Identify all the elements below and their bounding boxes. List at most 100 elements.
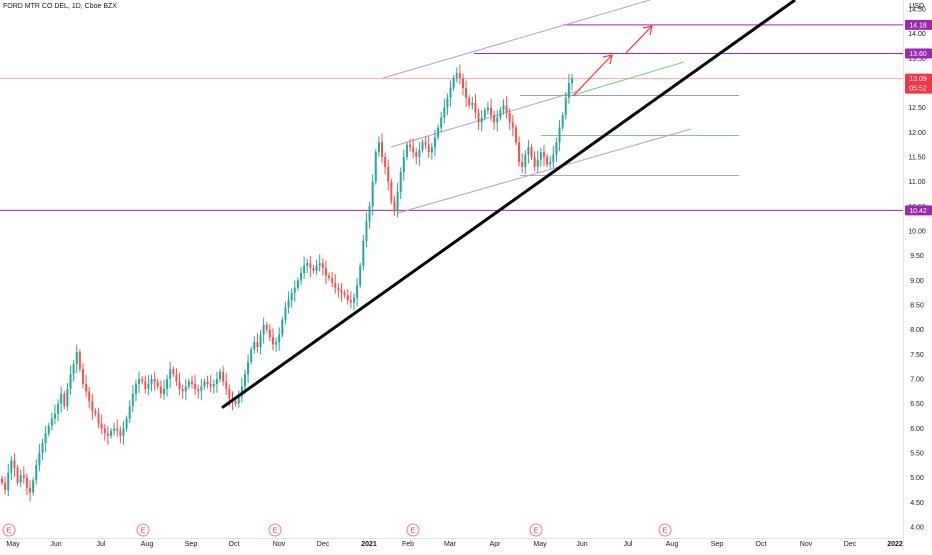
candle-body (455, 73, 458, 79)
projection-arrow[interactable] (625, 26, 652, 54)
y-tick-label: 9.50 (910, 253, 924, 260)
projection-arrow[interactable] (572, 55, 612, 97)
candle-body (156, 381, 159, 387)
candle-body (128, 406, 131, 419)
candle-body (19, 475, 22, 483)
y-tick-label: 4.00 (910, 525, 924, 532)
candle-body (393, 201, 396, 212)
earnings-marker-icon[interactable] (658, 523, 672, 537)
candle-body (306, 263, 309, 266)
x-tick-label: Dec (317, 541, 330, 548)
candle-body (536, 159, 539, 167)
x-tick-label: Nov (273, 541, 286, 548)
y-tick-label: 14.50 (908, 7, 926, 14)
candle-body (116, 428, 119, 431)
earnings-marker-icon[interactable] (529, 523, 543, 537)
candle-body (362, 240, 365, 266)
candle-body (150, 379, 153, 384)
candle-body (561, 115, 564, 128)
candle-body (78, 351, 81, 370)
x-tick-label: Mar (444, 541, 457, 548)
earnings-marker-icon[interactable] (136, 523, 150, 537)
channel-lower-line[interactable] (397, 128, 692, 214)
candle-body (421, 142, 424, 150)
candle-body (449, 88, 452, 98)
candle-body (50, 418, 53, 426)
candle-body (300, 273, 303, 281)
candle-body (63, 393, 66, 407)
candle-body (200, 386, 203, 392)
y-tick-label: 9.00 (910, 278, 924, 285)
channel-green-line[interactable] (569, 61, 685, 97)
candle-body (169, 369, 172, 380)
channel-upper-line[interactable] (382, 0, 651, 79)
candle-body (209, 384, 212, 387)
candle-body (113, 428, 116, 431)
candle-body (555, 142, 558, 155)
candle-body (377, 142, 380, 153)
candle-body (549, 162, 552, 165)
candle-body (100, 423, 103, 429)
candle-body (433, 137, 436, 148)
candle-body (296, 280, 299, 288)
candle-body (278, 334, 281, 343)
candle-body (461, 78, 464, 88)
candle-body (88, 391, 91, 402)
candle-body (290, 292, 293, 301)
earnings-marker-icon[interactable] (2, 523, 16, 537)
candle-body (312, 268, 315, 271)
candle-body (281, 319, 284, 335)
candle-body (402, 157, 405, 172)
candle-body (343, 292, 346, 296)
candle-body (493, 115, 496, 123)
price-axis-currency: USD (909, 3, 924, 10)
candle-body (69, 374, 72, 389)
candle-body (197, 388, 200, 392)
candle-body (474, 102, 477, 113)
candle-body (415, 152, 418, 158)
x-tick-label: Sep (185, 541, 198, 548)
candle-body (287, 300, 290, 308)
current-price-label: 13.09 (909, 76, 927, 83)
x-tick-label: Jun (50, 541, 61, 548)
candle-body (483, 110, 486, 118)
x-tick-label: Feb (402, 541, 414, 548)
candle-body (293, 287, 296, 293)
candle-body (384, 157, 387, 167)
x-tick-label: Aug (666, 541, 679, 548)
candle-body (187, 381, 190, 387)
candle-body (437, 127, 440, 138)
candle-body (471, 102, 474, 106)
candle-body (41, 443, 44, 454)
candle-body (496, 117, 499, 123)
candle-body (524, 154, 527, 167)
candle-body (571, 78, 573, 84)
candle-body (521, 162, 524, 167)
candle-body (337, 287, 340, 291)
candle-body (368, 206, 371, 222)
candle-body (44, 433, 47, 444)
x-tick-label: Apr (490, 541, 502, 548)
earnings-marker-icon[interactable] (406, 523, 420, 537)
candle-body (430, 147, 433, 153)
candle-body (418, 149, 421, 158)
earnings-marker-label: E (273, 528, 278, 535)
projection-arrow-head (602, 54, 613, 65)
candle-body (324, 268, 327, 276)
candle-body (91, 401, 94, 412)
trend-line[interactable] (221, 0, 796, 409)
candle-body (7, 472, 10, 491)
candle-body (499, 110, 502, 118)
x-tick-label: Oct (756, 541, 767, 548)
candle-body (427, 144, 430, 153)
earnings-marker-icon[interactable] (268, 523, 282, 537)
candle-body (315, 265, 318, 271)
y-tick-label: 6.50 (910, 401, 924, 408)
candle-body (250, 349, 253, 362)
channel-mid-line[interactable] (390, 89, 582, 148)
candle-body (328, 275, 331, 278)
candle-body (284, 307, 287, 320)
candle-body (365, 221, 368, 241)
